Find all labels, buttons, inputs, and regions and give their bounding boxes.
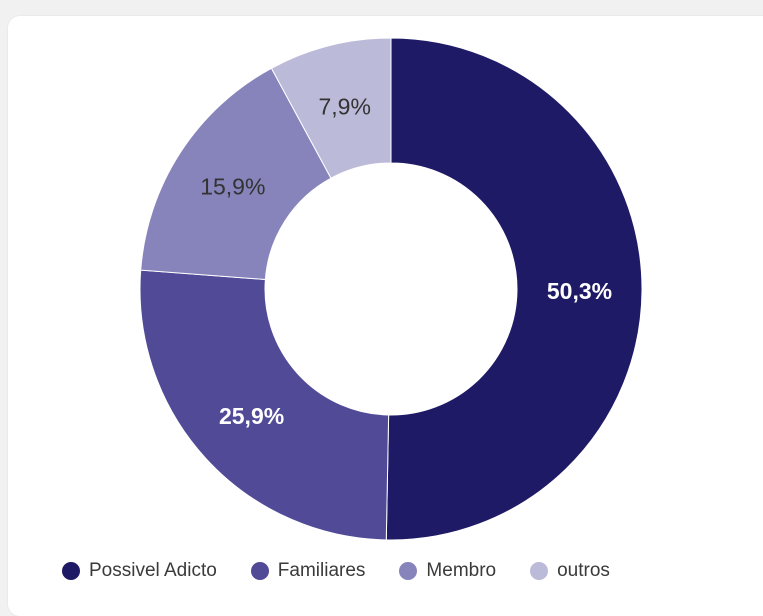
donut-chart: 50,3% 25,9% 15,9% 7,9% [139,37,643,541]
donut-slice-possivel-adicto[interactable] [385,37,643,541]
legend-item-familiares[interactable]: Familiares [250,560,366,582]
legend-item-possivel-adicto[interactable]: Possivel Adicto [62,560,217,582]
legend-label: Membro [426,560,497,581]
donut-slice-outros[interactable] [270,37,392,179]
legend-label: outros [557,560,610,581]
donut-slice-familiares[interactable] [139,269,390,541]
legend-swatch [530,562,549,580]
legend-label: Possivel Adicto [89,560,217,581]
slice-data-label: 15,9% [200,174,265,200]
slice-data-label: 7,9% [318,93,370,119]
slice-data-label: 50,3% [547,278,612,304]
chart-legend: Possivel Adicto Familiares Membro outros [62,560,644,582]
legend-item-membro[interactable]: Membro [399,560,496,582]
legend-swatch [250,562,269,580]
donut-slice-membro[interactable] [140,67,332,281]
legend-swatch [399,562,418,580]
legend-label: Familiares [277,560,366,581]
legend-item-outros[interactable]: outros [530,560,610,582]
legend-swatch [62,562,80,580]
slice-data-label: 25,9% [219,403,284,429]
